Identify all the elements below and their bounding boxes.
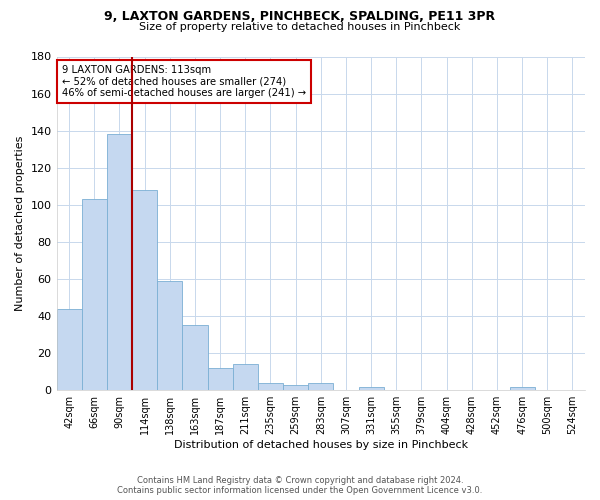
Bar	[233, 364, 258, 390]
Bar	[208, 368, 233, 390]
Bar	[308, 383, 334, 390]
Text: 9, LAXTON GARDENS, PINCHBECK, SPALDING, PE11 3PR: 9, LAXTON GARDENS, PINCHBECK, SPALDING, …	[104, 10, 496, 23]
Bar	[82, 200, 107, 390]
Text: Size of property relative to detached houses in Pinchbeck: Size of property relative to detached ho…	[139, 22, 461, 32]
Text: 9 LAXTON GARDENS: 113sqm
← 52% of detached houses are smaller (274)
46% of semi-: 9 LAXTON GARDENS: 113sqm ← 52% of detach…	[62, 65, 306, 98]
Bar	[359, 386, 383, 390]
Bar	[283, 384, 308, 390]
Bar	[56, 308, 82, 390]
X-axis label: Distribution of detached houses by size in Pinchbeck: Distribution of detached houses by size …	[174, 440, 468, 450]
Bar	[258, 383, 283, 390]
Bar	[182, 326, 208, 390]
Y-axis label: Number of detached properties: Number of detached properties	[15, 136, 25, 311]
Bar	[157, 281, 182, 390]
Bar	[107, 134, 132, 390]
Text: Contains HM Land Registry data © Crown copyright and database right 2024.
Contai: Contains HM Land Registry data © Crown c…	[118, 476, 482, 495]
Bar	[509, 386, 535, 390]
Bar	[132, 190, 157, 390]
